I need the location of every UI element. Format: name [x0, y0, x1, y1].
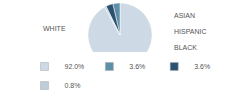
svg-text:92.0%: 92.0% [65, 63, 85, 70]
svg-text:3.6%: 3.6% [129, 63, 145, 70]
svg-text:BLACK: BLACK [174, 44, 197, 51]
svg-text:3.6%: 3.6% [194, 63, 210, 70]
svg-text:WHITE: WHITE [43, 25, 66, 32]
svg-text:ASIAN: ASIAN [174, 12, 195, 19]
svg-text:0.8%: 0.8% [65, 82, 81, 89]
svg-text:HISPANIC: HISPANIC [174, 28, 207, 35]
